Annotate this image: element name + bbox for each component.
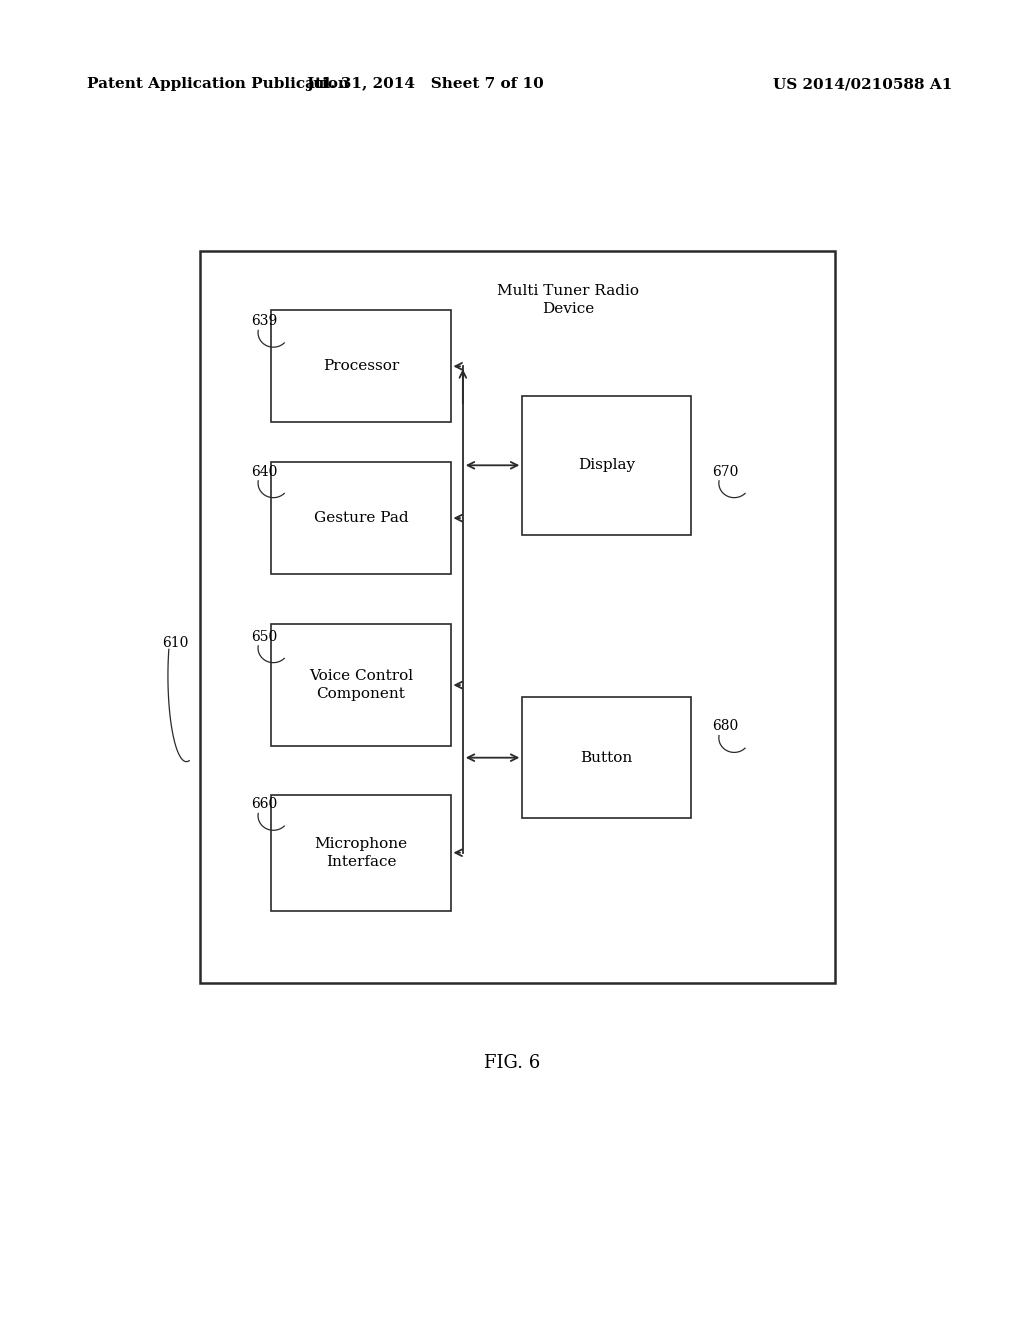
Text: 670: 670 xyxy=(712,465,738,479)
Text: Jul. 31, 2014   Sheet 7 of 10: Jul. 31, 2014 Sheet 7 of 10 xyxy=(306,78,544,91)
Bar xyxy=(522,396,691,535)
Text: FIG. 6: FIG. 6 xyxy=(484,1053,540,1072)
Text: Button: Button xyxy=(581,751,633,764)
Bar xyxy=(200,251,835,983)
Text: Multi Tuner Radio
Device: Multi Tuner Radio Device xyxy=(497,284,639,317)
Text: 660: 660 xyxy=(251,797,278,812)
Text: Display: Display xyxy=(579,458,635,473)
Text: Microphone
Interface: Microphone Interface xyxy=(314,837,408,869)
Bar xyxy=(271,310,451,422)
Text: Patent Application Publication: Patent Application Publication xyxy=(87,78,349,91)
Bar xyxy=(271,624,451,746)
Text: 610: 610 xyxy=(162,636,188,651)
Text: Processor: Processor xyxy=(323,359,399,374)
Text: 640: 640 xyxy=(251,465,278,479)
Text: 680: 680 xyxy=(712,719,738,734)
Text: 639: 639 xyxy=(251,314,278,329)
Text: Voice Control
Component: Voice Control Component xyxy=(309,669,413,701)
Text: 650: 650 xyxy=(251,630,278,644)
Bar xyxy=(271,795,451,911)
Bar xyxy=(522,697,691,818)
Text: Gesture Pad: Gesture Pad xyxy=(313,511,409,525)
Text: US 2014/0210588 A1: US 2014/0210588 A1 xyxy=(773,78,952,91)
Bar xyxy=(271,462,451,574)
